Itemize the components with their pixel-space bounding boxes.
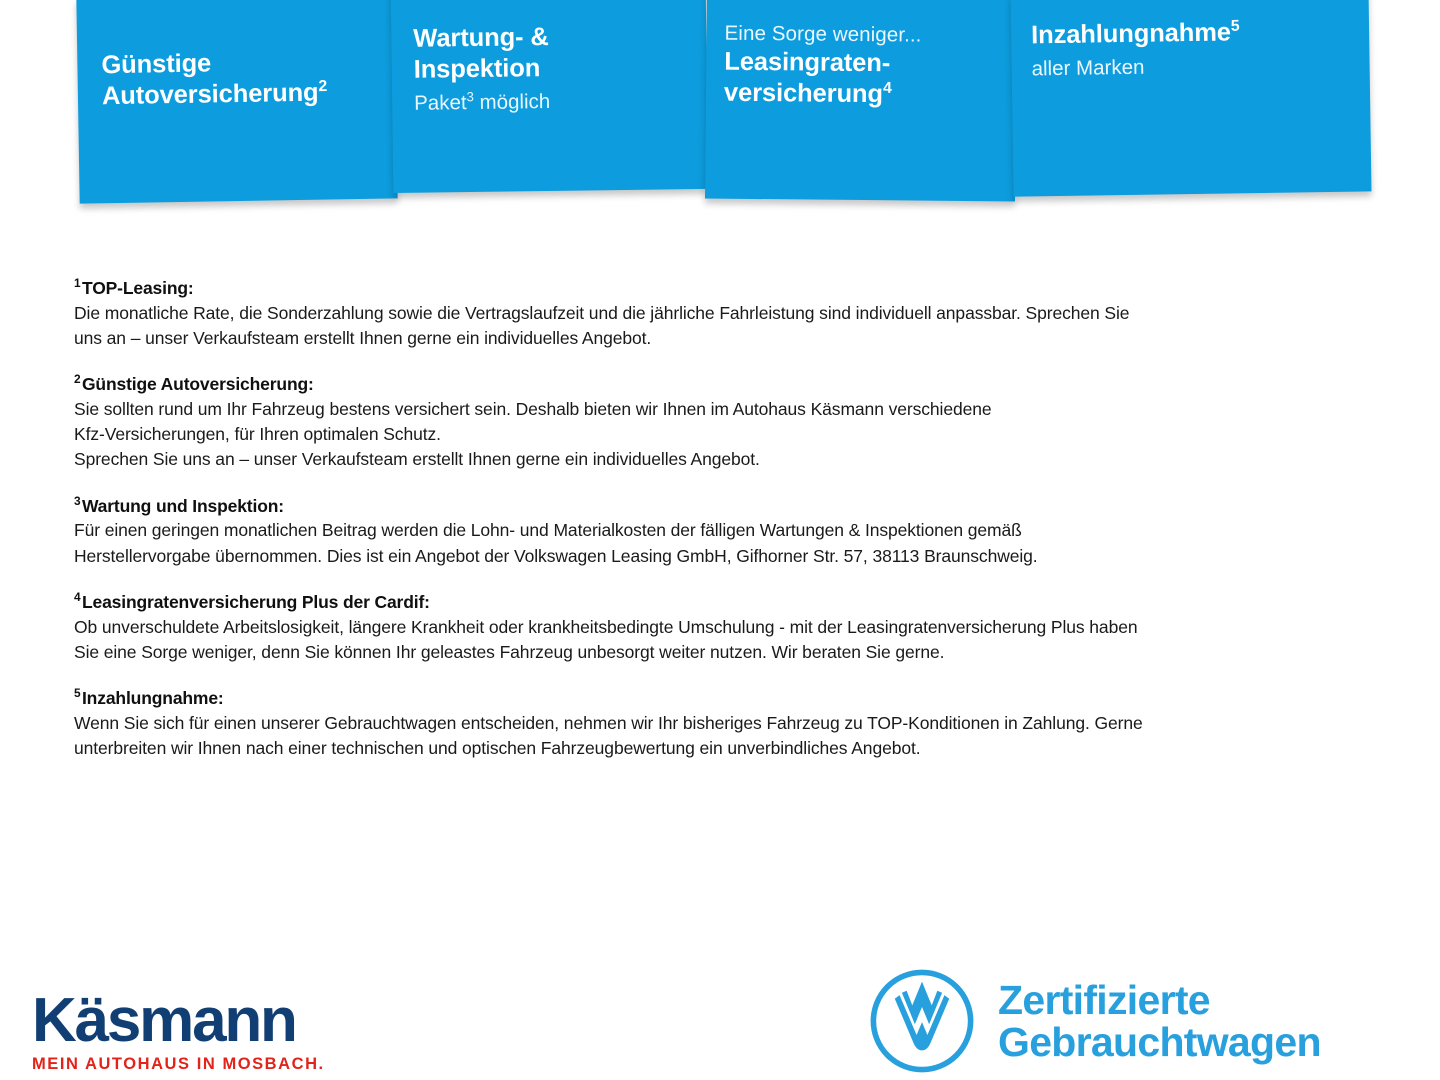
footnote-block: 1TOP-Leasing: Die monatliche Rate, die S… <box>74 276 1379 351</box>
footnote-block: 5Inzahlungnahme: Wenn Sie sich für einen… <box>74 686 1379 761</box>
promo-card-title-line2: Autoversicherung2 <box>102 77 382 113</box>
footnote-line: Die monatliche Rate, die Sonderzahlung s… <box>74 302 1130 323</box>
volkswagen-logo-icon <box>870 969 974 1073</box>
promo-card-leasingratenversicherung[interactable]: Eine Sorge weniger... Leasingraten- vers… <box>704 0 1018 202</box>
promo-banner-strip: Günstige Autoversicherung2 Wartung- & In… <box>0 0 1440 224</box>
footnote-line: unterbreiten wir Ihnen nach einer techni… <box>74 738 921 759</box>
footnote-marker: 4 <box>74 590 81 605</box>
vw-logo-line2: Gebrauchtwagen <box>998 1019 1322 1065</box>
footnote-heading: 5Inzahlungnahme: <box>74 686 1379 711</box>
promo-card-subtitle-text: Paket <box>414 91 467 115</box>
promo-card-wartung-inspektion[interactable]: Wartung- & Inspektion Paket3 möglich <box>390 0 709 194</box>
footnote-heading-text: Günstige Autoversicherung: <box>81 374 314 395</box>
promo-card-title-text: versicherung <box>723 78 884 108</box>
footnote-heading-text: Leasingratenversicherung Plus der Cardif… <box>81 591 430 612</box>
vw-certified-used-cars-logo: Zertifizierte Gebrauchtwagen <box>868 967 1322 1075</box>
promo-card-content: Günstige Autoversicherung2 <box>76 0 397 204</box>
footnote-line: Ob unverschuldete Arbeitslosigkeit, läng… <box>74 616 1138 637</box>
promo-card-title-line1: Günstige <box>101 49 212 80</box>
promo-card-content: Inzahlungnahme5 aller Marken <box>1011 0 1372 197</box>
footer: Käsmann MEIN AUTOHAUS IN MOSBACH. Zertif… <box>0 930 1440 1080</box>
dealer-tagline: MEIN AUTOHAUS IN MOSBACH. <box>32 1055 325 1073</box>
promo-card-kicker: Eine Sorge weniger... <box>724 21 922 47</box>
promo-card-footnote-marker: 4 <box>882 79 892 97</box>
promo-card-content: Wartung- & Inspektion Paket3 möglich <box>391 0 709 193</box>
footnote-marker: 3 <box>74 493 81 508</box>
promo-card-autoversicherung[interactable]: Günstige Autoversicherung2 <box>76 0 398 204</box>
kaesmann-dealer-logo: Käsmann MEIN AUTOHAUS IN MOSBACH. <box>32 986 402 1074</box>
footnote-line: Wenn Sie sich für einen unserer Gebrauch… <box>74 712 1143 733</box>
footnote-heading-text: Inzahlungnahme: <box>81 688 224 709</box>
promo-card-footnote-marker: 2 <box>318 78 328 96</box>
promo-card-inzahlungnahme[interactable]: Inzahlungnahme5 aller Marken <box>1010 0 1372 197</box>
footnote-heading: 1TOP-Leasing: <box>74 276 1379 301</box>
promo-card-title-line1: Inzahlungnahme5 <box>1031 16 1355 52</box>
footnote-heading-text: TOP-Leasing: <box>81 278 194 298</box>
promo-card-content: Eine Sorge weniger... Leasingraten- vers… <box>705 0 1017 201</box>
promo-card-title-line2: Inspektion <box>413 54 541 84</box>
footnote-heading-text: Wartung und Inspektion: <box>81 495 284 516</box>
promo-card-footnote-marker: 5 <box>1230 17 1240 35</box>
footnote-line: uns an – unser Verkaufsteam erstellt Ihn… <box>74 328 652 349</box>
vw-logo-text: Zertifizierte Gebrauchtwagen <box>998 976 1322 1065</box>
promo-card-subtitle-tail: möglich <box>473 90 551 115</box>
footnote-heading: 4Leasingratenversicherung Plus der Cardi… <box>74 590 1379 615</box>
footnote-block: 4Leasingratenversicherung Plus der Cardi… <box>74 590 1379 665</box>
promo-card-subtitle: aller Marken <box>1031 55 1145 81</box>
footnote-marker: 2 <box>74 372 81 387</box>
footnote-heading: 2Günstige Autoversicherung: <box>74 372 1379 397</box>
footnote-block: 3Wartung und Inspektion: Für einen gerin… <box>74 494 1379 569</box>
promo-card-title-line1: Leasingraten- <box>724 47 891 77</box>
promo-card-title-text: Inzahlungnahme <box>1030 18 1232 50</box>
promo-card-title-line2: versicherung4 <box>724 77 1002 111</box>
footnote-heading: 3Wartung und Inspektion: <box>74 494 1379 519</box>
footnote-line: Sprechen Sie uns an – unser Verkaufsteam… <box>74 449 760 470</box>
promo-card-title-line1: Wartung- & <box>413 23 549 53</box>
footnote-line: Sie eine Sorge weniger, denn Sie können … <box>74 641 945 662</box>
footnote-line: Herstellervorgabe übernommen. Dies ist e… <box>74 545 1038 566</box>
footnote-marker: 1 <box>74 276 81 291</box>
dealer-name: Käsmann <box>32 986 298 1056</box>
vw-logo-line1: Zertifizierte <box>998 976 1211 1023</box>
promo-card-title-text: Autoversicherung <box>101 78 319 111</box>
footnote-line: Für einen geringen monatlichen Beitrag w… <box>74 520 1022 541</box>
footnotes-section: 1TOP-Leasing: Die monatliche Rate, die S… <box>74 276 1379 761</box>
footnote-block: 2Günstige Autoversicherung: Sie sollten … <box>74 372 1379 472</box>
promo-card-subtitle: Paket3 möglich <box>414 87 693 117</box>
footnote-line: Kfz-Versicherungen, für Ihren optimalen … <box>74 424 441 445</box>
footnote-line: Sie sollten rund um Ihr Fahrzeug bestens… <box>74 399 992 420</box>
footnote-marker: 5 <box>74 686 81 701</box>
